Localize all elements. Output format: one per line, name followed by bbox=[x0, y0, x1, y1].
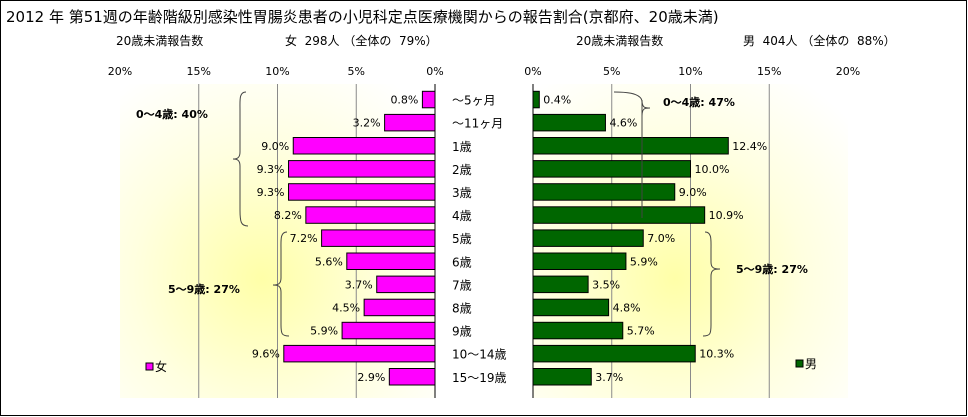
male-bar bbox=[532, 137, 729, 155]
male-value-label: 0.4% bbox=[543, 94, 571, 107]
male-value-label: 9.0% bbox=[679, 186, 707, 199]
female-tick-label: 15% bbox=[187, 65, 211, 78]
female-bar bbox=[288, 160, 436, 178]
male-bar bbox=[532, 113, 606, 132]
female-legend-swatch bbox=[145, 362, 154, 371]
female-value-label: 2.9% bbox=[357, 371, 385, 384]
female-group-0-4-label: 0～4歳: 40% bbox=[136, 107, 208, 121]
male-bracket-0-4 bbox=[613, 91, 651, 218]
category-label: 9歳 bbox=[452, 325, 472, 339]
male-group-0-4-label: 0～4歳: 47% bbox=[663, 95, 735, 109]
female-bar bbox=[388, 368, 436, 386]
category-label: 6歳 bbox=[452, 255, 472, 269]
male-value-label: 4.8% bbox=[613, 301, 641, 314]
male-header-summary: 男 404人 （全体の 88%） bbox=[743, 33, 896, 48]
category-label: 1歳 bbox=[452, 140, 472, 154]
male-bracket-5-9 bbox=[702, 231, 721, 337]
category-label: 10～14歳 bbox=[452, 348, 507, 362]
male-value-label: 10.9% bbox=[709, 209, 744, 222]
female-group-5-9-label: 5～9歳: 27% bbox=[168, 282, 240, 296]
female-value-label: 9.6% bbox=[252, 348, 280, 361]
male-header-count-label: 20歳未満報告数 bbox=[576, 33, 663, 48]
female-tick-label: 5% bbox=[348, 65, 365, 78]
male-value-label: 3.5% bbox=[592, 278, 620, 291]
male-tick-label: 0% bbox=[524, 65, 541, 78]
female-value-label: 0.8% bbox=[390, 94, 418, 107]
female-bar bbox=[384, 113, 436, 132]
female-value-label: 7.2% bbox=[290, 232, 318, 245]
male-value-label: 7.0% bbox=[647, 232, 675, 245]
female-bar bbox=[292, 137, 436, 155]
male-bar bbox=[532, 160, 691, 178]
female-bar bbox=[341, 321, 436, 340]
male-bar bbox=[532, 183, 676, 201]
male-tick-label: 10% bbox=[678, 65, 702, 78]
female-tick-label: 10% bbox=[265, 65, 289, 78]
female-bar bbox=[376, 275, 436, 294]
male-value-label: 3.7% bbox=[595, 371, 623, 384]
male-value-label: 5.9% bbox=[630, 255, 658, 268]
male-bar bbox=[532, 321, 624, 340]
category-label: 8歳 bbox=[452, 301, 472, 315]
female-value-label: 3.7% bbox=[345, 278, 373, 291]
male-legend-label: 男 bbox=[805, 357, 817, 371]
male-bar bbox=[532, 275, 589, 294]
male-bar bbox=[532, 298, 610, 317]
female-value-label: 9.0% bbox=[261, 140, 289, 153]
female-bar bbox=[363, 298, 436, 317]
category-label: 5歳 bbox=[452, 232, 472, 246]
female-legend-label: 女 bbox=[155, 359, 167, 374]
male-bar bbox=[532, 206, 706, 224]
male-bar bbox=[532, 368, 592, 386]
category-label: 7歳 bbox=[452, 278, 472, 292]
category-label: ～11ヶ月 bbox=[452, 117, 503, 131]
male-value-label: 10.3% bbox=[699, 348, 734, 361]
chart-title: 2012 年 第51週の年齢階級別感染性胃腸炎患者の小児科定点医療機関からの報告… bbox=[6, 8, 719, 26]
category-label: 15～19歳 bbox=[452, 371, 507, 385]
male-value-label: 4.6% bbox=[609, 117, 637, 130]
female-bracket-5-9 bbox=[272, 231, 290, 337]
female-value-label: 4.5% bbox=[332, 301, 360, 314]
female-bar bbox=[346, 252, 436, 270]
male-tick-label: 20% bbox=[836, 65, 860, 78]
female-value-label: 3.2% bbox=[353, 117, 381, 130]
male-bar bbox=[532, 229, 644, 247]
female-value-label: 5.9% bbox=[310, 325, 338, 338]
male-value-label: 5.7% bbox=[627, 325, 655, 338]
female-tick-label: 0% bbox=[426, 65, 443, 78]
category-label: 2歳 bbox=[452, 163, 472, 177]
male-group-5-9-label: 5～9歳: 27% bbox=[736, 262, 808, 276]
male-value-label: 10.0% bbox=[695, 163, 730, 176]
female-bar bbox=[305, 206, 436, 224]
female-bar bbox=[288, 183, 436, 201]
female-tick-label: 20% bbox=[108, 65, 132, 78]
male-bar bbox=[532, 252, 627, 270]
female-bar bbox=[283, 344, 436, 363]
category-label: ～5ヶ月 bbox=[452, 94, 496, 108]
category-label: 3歳 bbox=[452, 186, 472, 200]
female-value-label: 9.3% bbox=[257, 163, 285, 176]
male-bar bbox=[532, 90, 540, 109]
female-value-label: 9.3% bbox=[257, 186, 285, 199]
female-header-summary: 女 298人 （全体の 79%） bbox=[285, 33, 438, 48]
female-value-label: 5.6% bbox=[315, 255, 343, 268]
male-legend-swatch bbox=[795, 359, 804, 368]
female-value-label: 8.2% bbox=[274, 209, 302, 222]
female-bracket-0-4 bbox=[232, 91, 249, 227]
male-bar bbox=[532, 344, 696, 363]
female-bar bbox=[321, 229, 436, 247]
category-label: 4歳 bbox=[452, 209, 472, 223]
male-tick-label: 15% bbox=[757, 65, 781, 78]
male-tick-label: 5% bbox=[603, 65, 620, 78]
female-header-count-label: 20歳未満報告数 bbox=[116, 33, 203, 48]
male-value-label: 12.4% bbox=[732, 140, 767, 153]
female-bar bbox=[421, 90, 436, 109]
